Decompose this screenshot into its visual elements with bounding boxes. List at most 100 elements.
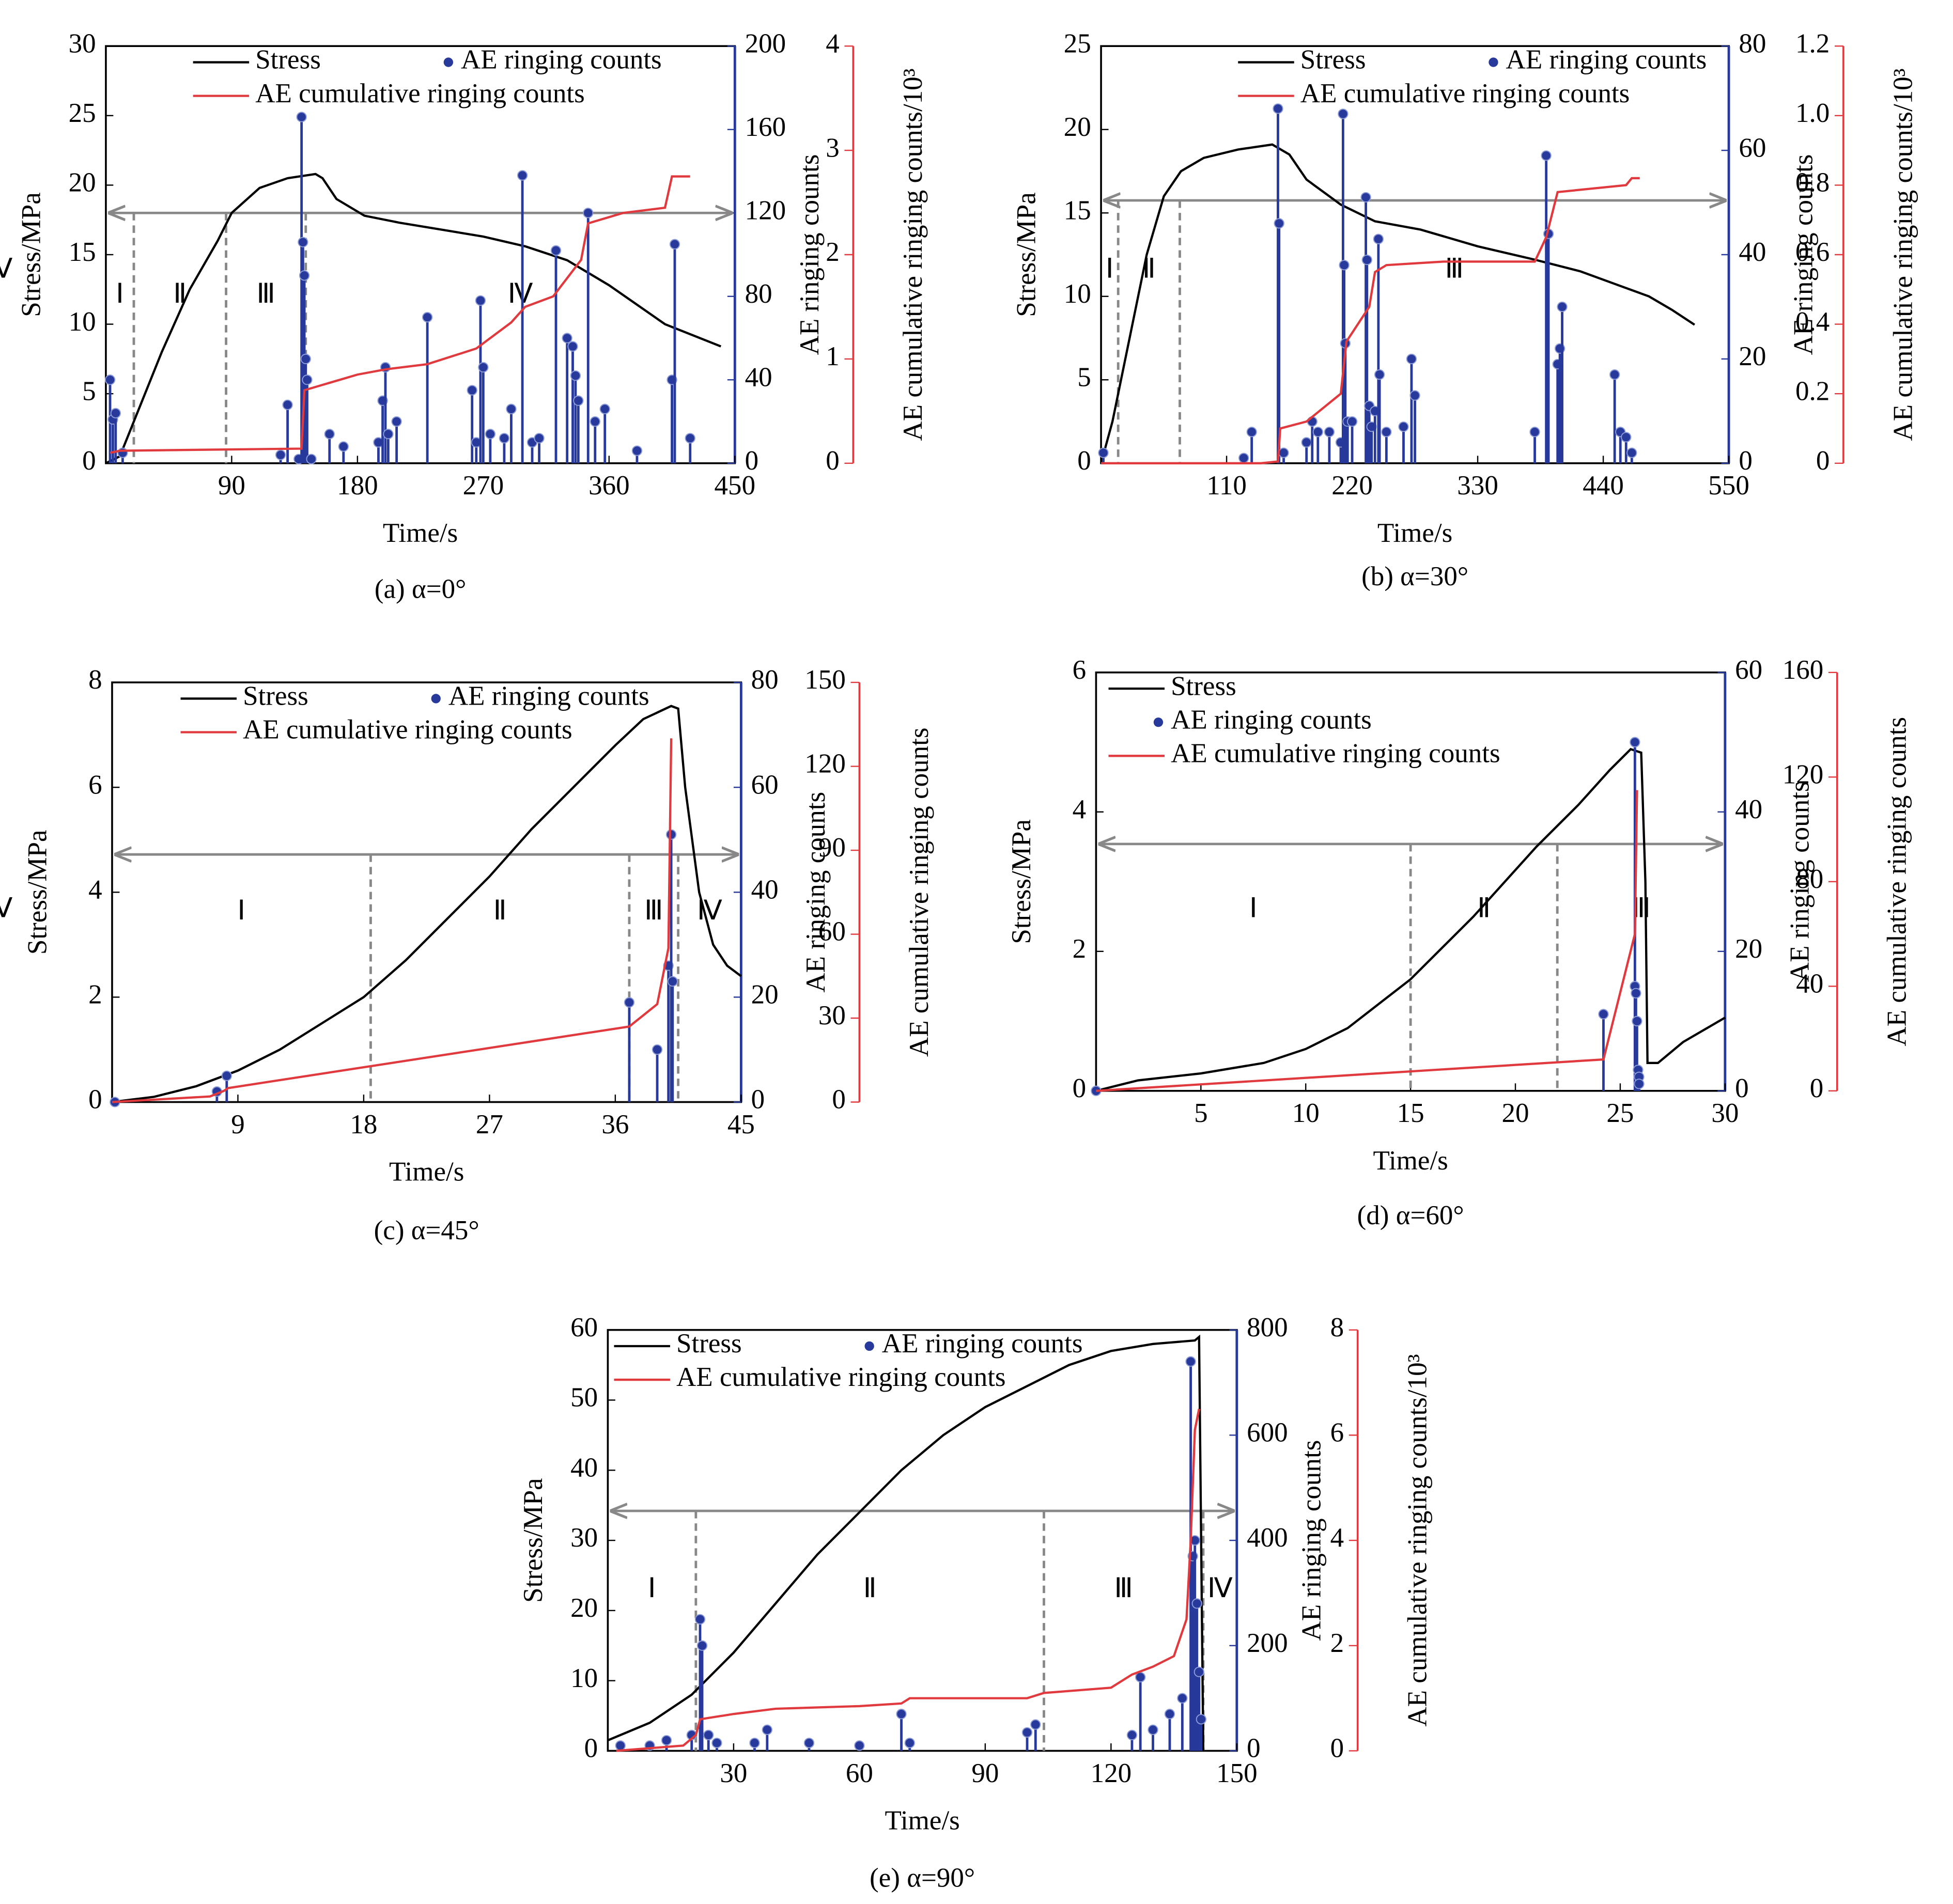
stem-dot (299, 270, 310, 281)
y2-tick-label: 40 (1735, 794, 1762, 824)
y-tick-label: 30 (69, 28, 96, 58)
y3-tick-label: 2 (1330, 1628, 1344, 1658)
legend-label: Stress (255, 45, 321, 75)
stem-dot (422, 312, 433, 323)
y-tick-label: 0 (1073, 1073, 1087, 1103)
y2-tick-label: 40 (1739, 237, 1766, 267)
x-tick-label: 90 (218, 471, 245, 501)
x-tick-label: 10 (1292, 1098, 1320, 1128)
stem-dot (615, 1740, 626, 1751)
x-tick-label: 5 (1194, 1098, 1208, 1128)
stage-label: Ⅱ (863, 1573, 877, 1603)
stem-dot (803, 1738, 815, 1749)
caption: (d) α=60° (1357, 1200, 1464, 1230)
stem-dot (590, 416, 600, 427)
x-tick-label: 30 (1711, 1098, 1739, 1128)
x-tick-label: 90 (971, 1758, 999, 1788)
legend-label: Stress (1171, 671, 1236, 701)
y2-tick-label: 0 (745, 446, 759, 476)
series-line (112, 738, 673, 1103)
y3-tick-label: 0.2 (1795, 376, 1830, 406)
y3-tick-label: 0 (1330, 1734, 1344, 1763)
stage-label: Ⅱ (493, 896, 507, 926)
x-tick-label: 45 (727, 1110, 755, 1140)
stem-dot (1409, 390, 1420, 401)
y3-tick-label: 1.2 (1795, 28, 1830, 58)
y2-tick-label: 60 (1739, 133, 1766, 163)
stem-dot (1194, 1666, 1204, 1677)
y2-tick-label: 60 (751, 770, 779, 800)
y2-axis-label: AE ringing counts (801, 792, 831, 993)
stem-dot (110, 408, 121, 419)
y3-tick-label: 4 (1330, 1523, 1344, 1553)
stem-dot (1631, 988, 1641, 998)
y3-tick-label: 60 (818, 917, 846, 947)
x-tick-label: 110 (1206, 471, 1247, 501)
legend-label: AE cumulative ringing counts (243, 715, 572, 745)
x-axis-label: Time/s (383, 518, 458, 548)
stem-dot (485, 429, 496, 440)
y2-tick-label: 60 (1735, 655, 1762, 685)
y-tick-label: 20 (1064, 112, 1091, 142)
stem-dot (1361, 254, 1372, 266)
y-tick-label: 25 (69, 98, 96, 128)
x-tick-label: 550 (1708, 471, 1749, 501)
stem-dot (467, 385, 477, 396)
legend-label: Stress (1300, 45, 1366, 75)
stem-dot (117, 447, 128, 458)
y2-axis-label: AE ringing counts (795, 154, 825, 355)
stem-dot (1541, 150, 1552, 161)
x-tick-label: 30 (720, 1758, 747, 1788)
stem-dot (1238, 452, 1249, 463)
stem-dot (1135, 1672, 1146, 1683)
stem-dot (499, 433, 510, 444)
y3-axis-label: AE cumulative ringing counts (1882, 717, 1912, 1047)
y-tick-label: 6 (88, 770, 102, 800)
stem-dot (1374, 369, 1385, 380)
y-tick-label: 40 (570, 1453, 598, 1482)
y-tick-label: 4 (88, 875, 102, 904)
stem-dot (298, 237, 308, 247)
stem-dot (296, 112, 307, 122)
x-tick-label: 180 (337, 471, 378, 501)
stem-dot (1196, 1714, 1206, 1725)
x-axis-label: Time/s (1373, 1146, 1448, 1176)
x-tick-label: 20 (1502, 1098, 1529, 1128)
x-tick-label: 440 (1583, 471, 1624, 501)
y3-tick-label: 120 (1783, 759, 1824, 789)
y-tick-label: 8 (88, 665, 102, 695)
stem-dot (1273, 103, 1283, 114)
legend-marker (443, 57, 454, 67)
stem-dot (562, 333, 572, 344)
y-axis-label: Stress/MPa (22, 830, 52, 955)
stem-dot (302, 374, 313, 385)
series-line (607, 1334, 1205, 1751)
stem-dot (1185, 1356, 1196, 1367)
y2-tick-label: 600 (1247, 1418, 1288, 1448)
x-tick-label: 25 (1606, 1098, 1634, 1128)
stage-label: Ⅲ (1114, 1573, 1133, 1603)
x-tick-label: 120 (1091, 1758, 1132, 1788)
legend-label: AE cumulative ringing counts (1300, 79, 1630, 108)
y-tick-label: 5 (82, 376, 96, 406)
stem-dot (1634, 1079, 1645, 1089)
y3-tick-label: 8 (1330, 1313, 1344, 1343)
stage-label: Ⅳ (508, 279, 533, 309)
stem-dot (550, 245, 562, 256)
stem-dot (383, 429, 394, 440)
stem-dot (1598, 1009, 1609, 1020)
stage-label: Ⅰ (116, 279, 124, 309)
y3-tick-label: 0 (832, 1085, 846, 1115)
stem-dot (665, 829, 677, 840)
y-axis-label: Stress/MPa (1011, 192, 1041, 317)
y3-tick-label: 0.4 (1795, 307, 1830, 337)
y-tick-label: 10 (69, 307, 96, 337)
stem-dot (583, 208, 594, 219)
y3-tick-label: 0 (826, 446, 840, 476)
x-tick-label: 450 (715, 471, 756, 501)
y-tick-label: 0 (584, 1734, 598, 1763)
x-tick-label: 36 (601, 1110, 629, 1140)
stem-dot (534, 433, 545, 444)
stem-dot (685, 433, 695, 444)
